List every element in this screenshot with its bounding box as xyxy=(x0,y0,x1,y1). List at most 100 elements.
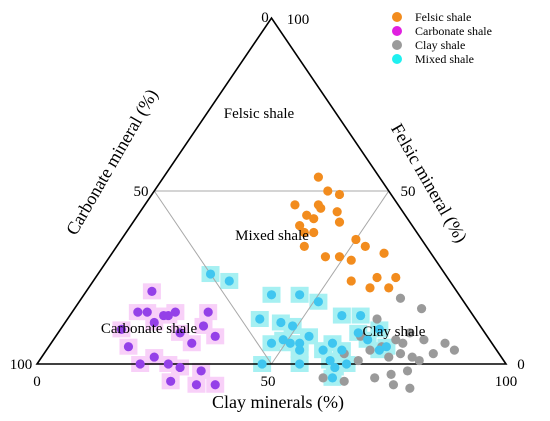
point-carbonate-shale-18 xyxy=(191,380,202,390)
region-label-felsic: Felsic shale xyxy=(224,106,295,122)
legend-marker-carbonate xyxy=(392,26,402,36)
point-clay-shale-8 xyxy=(384,352,394,362)
right-tick-100: 100 xyxy=(287,12,310,28)
point-mixed-shale-25 xyxy=(276,317,286,328)
point-clay-shale-18 xyxy=(365,345,375,355)
point-clay-shale-6 xyxy=(419,335,429,345)
point-mixed-shale-13 xyxy=(327,373,338,383)
point-mixed-shale-4 xyxy=(313,297,323,307)
point-mixed-shale-26 xyxy=(255,314,265,324)
point-carbonate-shale-17 xyxy=(196,366,206,376)
point-felsic-shale-2 xyxy=(299,227,309,238)
point-clay-shale-14 xyxy=(372,314,382,324)
point-mixed-shale-21 xyxy=(285,338,295,348)
point-felsic-shale-3 xyxy=(295,221,305,231)
left-tick-0: 0 xyxy=(261,10,269,26)
point-mixed-shale-6 xyxy=(356,310,366,321)
point-carbonate-shale-14 xyxy=(166,376,176,386)
point-mixed-shale-22 xyxy=(278,335,288,345)
point-mixed-shale-1 xyxy=(224,276,234,286)
point-mixed-shale-15 xyxy=(337,345,347,355)
bottom-tick-0: 0 xyxy=(33,374,41,390)
right-axis-title: Felsic mineral (%) xyxy=(386,120,471,247)
point-mixed-shale-2 xyxy=(266,290,277,300)
point-mixed-shale-28 xyxy=(295,359,305,369)
point-felsic-shale-4 xyxy=(309,227,319,238)
point-carbonate-shale-10 xyxy=(135,359,145,369)
point-carbonate-shale-6 xyxy=(170,307,180,317)
point-mixed-shale-14 xyxy=(341,359,352,369)
point-carbonate-shale-20 xyxy=(203,307,213,317)
right-tick-0: 0 xyxy=(517,357,525,373)
point-felsic-shale-15 xyxy=(351,234,361,245)
point-mixed-shale-8 xyxy=(363,335,373,345)
point-clay-shale-7 xyxy=(407,352,417,362)
point-clay-shale-3 xyxy=(391,335,401,345)
point-mixed-shale-7 xyxy=(353,328,363,338)
point-felsic-shale-14 xyxy=(334,189,345,200)
legend-label-mixed: Mixed shale xyxy=(415,52,474,66)
point-felsic-shale-7 xyxy=(290,200,300,210)
point-carbonate-shale-1 xyxy=(142,307,152,317)
point-clay-shale-25 xyxy=(414,355,424,366)
point-carbonate-shale-2 xyxy=(149,317,159,328)
point-clay-shale-20 xyxy=(318,373,328,383)
point-clay-shale-9 xyxy=(386,369,396,379)
point-carbonate-shale-12 xyxy=(175,362,185,373)
point-mixed-shale-0 xyxy=(205,269,216,279)
point-mixed-shale-10 xyxy=(381,342,392,352)
point-felsic-shale-9 xyxy=(313,200,323,210)
point-felsic-shale-12 xyxy=(323,186,333,196)
point-clay-shale-12 xyxy=(440,338,450,348)
left-tick-50: 50 xyxy=(134,184,149,200)
point-carbonate-shale-19 xyxy=(210,380,220,390)
legend: Felsic shale Carbonate shale Clay shale … xyxy=(392,10,492,66)
point-carbonate-shale-13 xyxy=(149,352,159,362)
legend-marker-clay xyxy=(392,40,402,50)
point-clay-shale-11 xyxy=(428,349,438,359)
point-mixed-shale-29 xyxy=(257,359,267,369)
point-felsic-shale-20 xyxy=(384,283,394,293)
point-mixed-shale-16 xyxy=(325,355,335,366)
right-tick-50: 50 xyxy=(401,184,416,200)
point-clay-shale-19 xyxy=(370,373,380,383)
point-carbonate-shale-5 xyxy=(147,286,157,296)
data-points xyxy=(116,172,460,393)
legend-marker-mixed xyxy=(392,54,402,64)
point-carbonate-shale-7 xyxy=(175,328,185,338)
point-clay-shale-21 xyxy=(339,376,349,386)
point-mixed-shale-3 xyxy=(295,290,305,300)
point-carbonate-shale-0 xyxy=(133,307,143,317)
region-label-clay: Clay shale xyxy=(363,324,426,340)
bottom-tick-100: 100 xyxy=(495,374,518,390)
point-clay-shale-4 xyxy=(398,338,408,348)
point-felsic-shale-5 xyxy=(309,214,319,224)
point-clay-shale-1 xyxy=(416,304,427,314)
point-mixed-shale-17 xyxy=(327,338,338,348)
legend-marker-felsic xyxy=(392,12,402,22)
point-clay-shale-24 xyxy=(405,383,415,393)
point-mixed-shale-12 xyxy=(330,362,340,373)
point-felsic-shale-10 xyxy=(332,207,342,217)
region-label-carbonate: Carbonate shale xyxy=(101,321,198,337)
triangle-outline xyxy=(35,16,508,365)
point-mixed-shale-9 xyxy=(374,324,384,334)
point-felsic-shale-23 xyxy=(346,276,356,286)
bottom-tick-50: 50 xyxy=(261,374,276,390)
point-clay-shale-5 xyxy=(395,349,406,359)
bottom-axis-title: Clay minerals (%) xyxy=(212,392,344,413)
point-felsic-shale-19 xyxy=(391,272,401,283)
region-label-mixed: Mixed shale xyxy=(235,228,309,244)
point-felsic-shale-24 xyxy=(334,252,345,262)
point-felsic-shale-6 xyxy=(302,210,312,220)
point-mixed-shale-27 xyxy=(266,338,277,348)
point-felsic-shale-0 xyxy=(320,252,331,262)
point-mixed-shale-23 xyxy=(288,321,298,331)
point-clay-shale-16 xyxy=(353,355,363,366)
point-clay-shale-13 xyxy=(449,345,460,355)
point-carbonate-shale-15 xyxy=(187,338,197,348)
point-carbonate-shale-4 xyxy=(163,310,173,321)
legend-label-felsic: Felsic shale xyxy=(415,10,471,24)
point-carbonate-shale-21 xyxy=(198,321,209,331)
